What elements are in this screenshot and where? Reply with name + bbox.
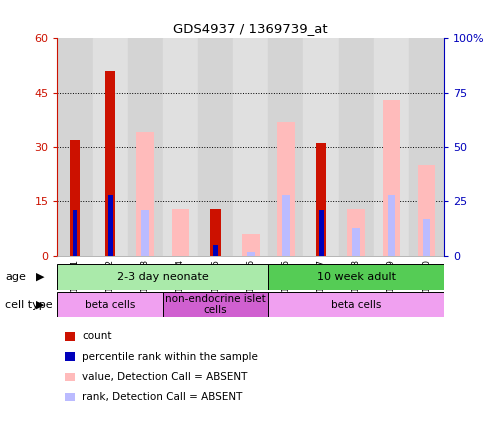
Text: non-endocrine islet
cells: non-endocrine islet cells [165,294,266,316]
Bar [233,38,268,256]
Bar [268,292,444,317]
Bar [70,140,80,256]
Bar [247,252,254,256]
Bar [72,210,77,256]
Bar [57,292,163,317]
Text: rank, Detection Call = ABSENT: rank, Detection Call = ABSENT [82,392,243,402]
Bar [268,264,444,290]
Bar [163,292,268,317]
Text: value, Detection Call = ABSENT: value, Detection Call = ABSENT [82,372,248,382]
Text: ▶: ▶ [36,272,44,282]
Bar [303,38,339,256]
Bar [198,38,233,256]
Text: beta cells: beta cells [331,299,381,310]
Bar [105,71,115,256]
Bar [172,209,189,256]
Bar [318,210,323,256]
Bar [339,38,374,256]
Bar [128,38,163,256]
Bar [347,209,365,256]
Bar [388,195,395,256]
Bar [268,38,303,256]
Bar [383,100,400,256]
Title: GDS4937 / 1369739_at: GDS4937 / 1369739_at [174,22,328,36]
Text: beta cells: beta cells [85,299,135,310]
Bar [108,195,113,256]
Bar [316,143,326,256]
Text: 2-3 day neonate: 2-3 day neonate [117,272,209,282]
Bar [374,38,409,256]
Bar [423,219,431,256]
Bar [163,38,198,256]
Bar [418,165,435,256]
Bar [137,132,154,256]
Bar [213,245,218,256]
Bar [242,234,259,256]
Bar [141,210,149,256]
Text: percentile rank within the sample: percentile rank within the sample [82,352,258,362]
Bar [92,38,128,256]
Bar [409,38,444,256]
Bar [282,195,290,256]
Bar [57,264,268,290]
Text: 10 week adult: 10 week adult [317,272,396,282]
Bar [352,228,360,256]
Text: cell type: cell type [5,299,52,310]
Bar [210,209,221,256]
Text: age: age [5,272,26,282]
Text: count: count [82,331,112,341]
Text: ▶: ▶ [36,299,44,310]
Bar [277,121,295,256]
Bar [57,38,92,256]
